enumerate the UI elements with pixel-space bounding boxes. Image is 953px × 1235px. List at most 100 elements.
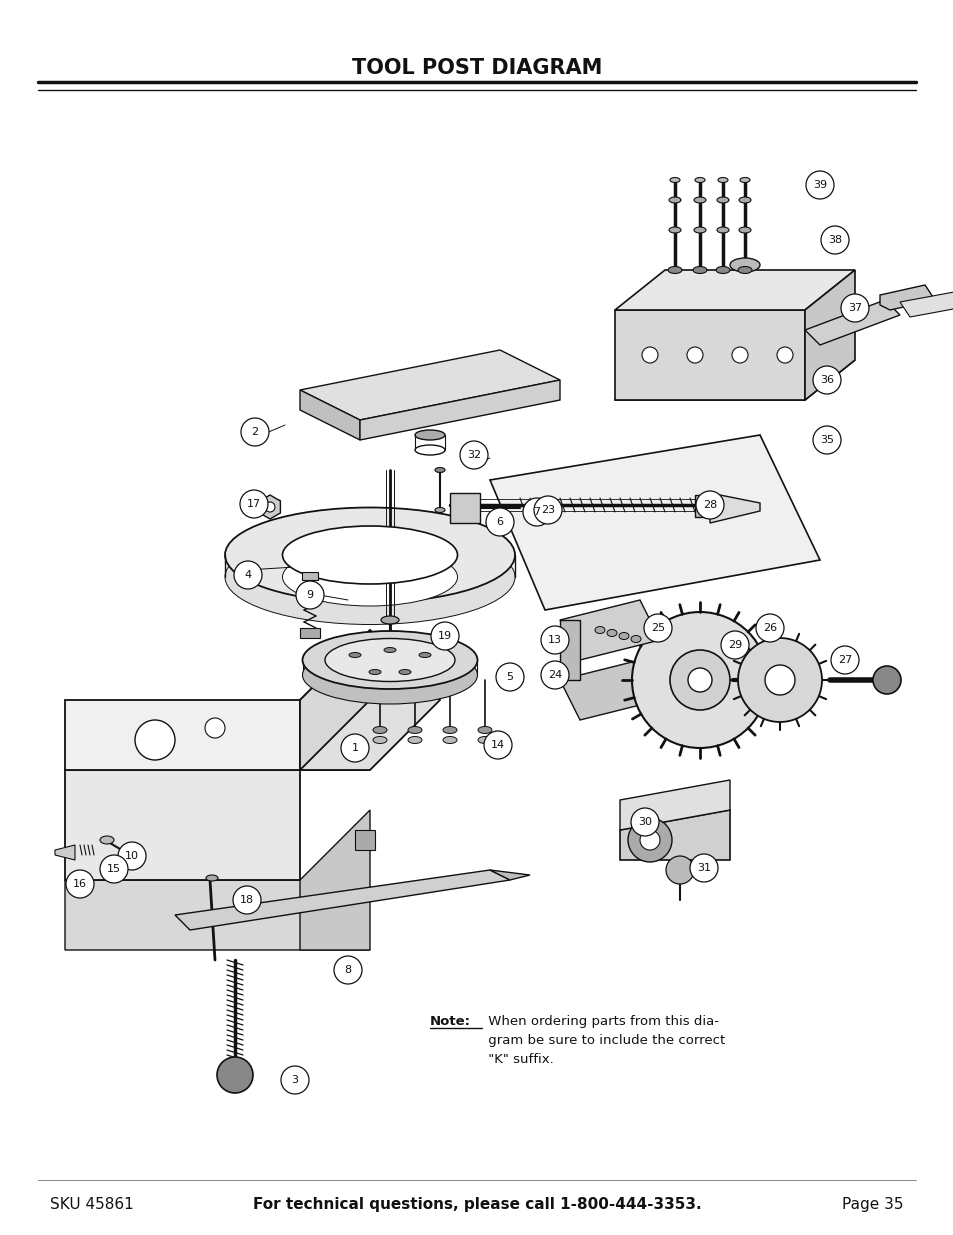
Ellipse shape — [606, 630, 617, 636]
Circle shape — [281, 1066, 309, 1094]
Circle shape — [689, 853, 718, 882]
Ellipse shape — [716, 267, 729, 273]
Ellipse shape — [695, 178, 704, 183]
Polygon shape — [65, 769, 299, 881]
Circle shape — [135, 720, 174, 760]
Ellipse shape — [282, 548, 457, 606]
Text: 32: 32 — [466, 450, 480, 459]
Circle shape — [812, 426, 841, 454]
Polygon shape — [299, 810, 370, 950]
Circle shape — [731, 347, 747, 363]
Ellipse shape — [693, 198, 705, 203]
Polygon shape — [299, 370, 559, 440]
Ellipse shape — [477, 726, 492, 734]
Polygon shape — [299, 350, 559, 420]
Ellipse shape — [225, 530, 515, 625]
Text: 30: 30 — [638, 818, 651, 827]
Ellipse shape — [384, 647, 395, 652]
Circle shape — [755, 614, 783, 642]
Ellipse shape — [739, 227, 750, 233]
Ellipse shape — [442, 736, 456, 743]
Circle shape — [764, 664, 794, 695]
Ellipse shape — [618, 632, 628, 640]
Circle shape — [687, 668, 711, 692]
Ellipse shape — [477, 736, 492, 743]
Ellipse shape — [668, 198, 680, 203]
Ellipse shape — [668, 227, 680, 233]
Polygon shape — [450, 493, 479, 522]
Ellipse shape — [398, 669, 411, 674]
Polygon shape — [299, 629, 319, 638]
Text: 36: 36 — [820, 375, 833, 385]
Circle shape — [459, 441, 488, 469]
Circle shape — [720, 631, 748, 659]
Circle shape — [639, 830, 659, 850]
Text: 38: 38 — [827, 235, 841, 245]
Polygon shape — [615, 270, 854, 310]
Text: 8: 8 — [344, 965, 352, 974]
Circle shape — [686, 347, 702, 363]
Text: 19: 19 — [437, 631, 452, 641]
Ellipse shape — [225, 508, 515, 603]
Circle shape — [540, 626, 568, 655]
Circle shape — [265, 501, 274, 513]
Ellipse shape — [729, 258, 760, 272]
Polygon shape — [299, 630, 370, 769]
Text: 24: 24 — [547, 671, 561, 680]
Circle shape — [483, 731, 512, 760]
Polygon shape — [299, 390, 359, 440]
Circle shape — [643, 614, 671, 642]
Circle shape — [485, 508, 514, 536]
Text: 31: 31 — [697, 863, 710, 873]
Text: 13: 13 — [547, 635, 561, 645]
Ellipse shape — [282, 526, 457, 584]
Text: 27: 27 — [837, 655, 851, 664]
Ellipse shape — [630, 636, 640, 642]
Circle shape — [340, 734, 369, 762]
Ellipse shape — [369, 669, 380, 674]
Polygon shape — [615, 310, 804, 400]
Text: 28: 28 — [702, 500, 717, 510]
Ellipse shape — [693, 227, 705, 233]
Ellipse shape — [373, 726, 387, 734]
Ellipse shape — [415, 430, 444, 440]
Circle shape — [738, 638, 821, 722]
Polygon shape — [259, 495, 280, 519]
Circle shape — [118, 842, 146, 869]
Ellipse shape — [442, 726, 456, 734]
Text: 18: 18 — [240, 895, 253, 905]
Circle shape — [334, 956, 361, 984]
Ellipse shape — [418, 652, 431, 657]
Ellipse shape — [717, 198, 728, 203]
Ellipse shape — [380, 616, 398, 624]
Circle shape — [540, 661, 568, 689]
Polygon shape — [55, 845, 75, 860]
Circle shape — [821, 226, 848, 254]
Polygon shape — [302, 572, 317, 580]
Ellipse shape — [302, 646, 477, 704]
Text: Note:: Note: — [430, 1015, 471, 1028]
Circle shape — [665, 856, 693, 884]
Ellipse shape — [718, 178, 727, 183]
Polygon shape — [559, 620, 579, 680]
Text: 14: 14 — [491, 740, 504, 750]
Circle shape — [66, 869, 94, 898]
Circle shape — [496, 663, 523, 692]
Circle shape — [776, 347, 792, 363]
Text: 37: 37 — [847, 303, 862, 312]
Circle shape — [805, 170, 833, 199]
Text: Page 35: Page 35 — [841, 1198, 903, 1213]
Ellipse shape — [692, 267, 706, 273]
Text: 16: 16 — [73, 879, 87, 889]
Circle shape — [233, 885, 261, 914]
Polygon shape — [490, 869, 530, 881]
Ellipse shape — [740, 178, 749, 183]
Text: 39: 39 — [812, 180, 826, 190]
Polygon shape — [899, 290, 953, 317]
Polygon shape — [490, 435, 820, 610]
Ellipse shape — [302, 631, 477, 689]
Circle shape — [872, 666, 900, 694]
Polygon shape — [65, 700, 370, 769]
Circle shape — [431, 622, 458, 650]
Circle shape — [696, 492, 723, 519]
